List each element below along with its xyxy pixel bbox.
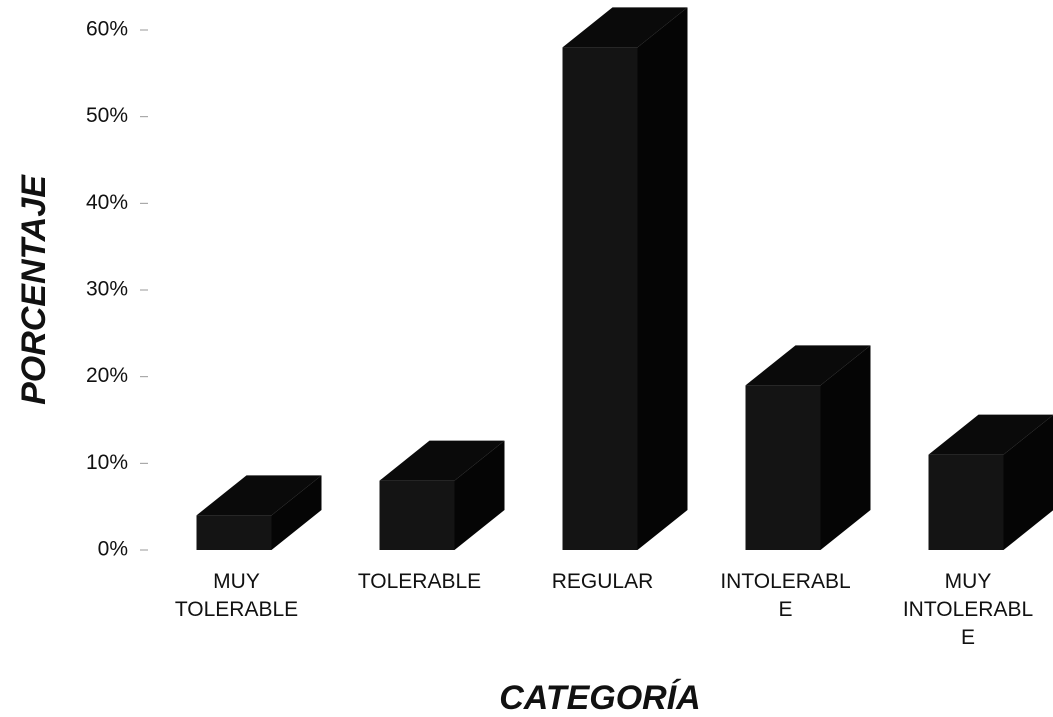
y-tick-label: 10% <box>86 451 128 474</box>
x-tick-label: REGULAR <box>551 570 654 593</box>
y-tick-label: 50% <box>86 104 128 127</box>
y-tick-label: 0% <box>98 538 128 561</box>
bar-side <box>454 440 505 550</box>
bar-front <box>379 480 455 550</box>
bar <box>562 7 688 551</box>
x-tick-label: TOLERABLE <box>357 570 482 593</box>
bar-front <box>745 385 821 550</box>
bar-top <box>379 440 505 481</box>
x-axis-label: CATEGORÍA <box>499 679 700 717</box>
bar-top <box>562 7 688 48</box>
x-tick-label: MUY TOLERABLE <box>174 570 299 621</box>
y-tick-label: 60% <box>86 18 128 41</box>
bar-side <box>637 7 688 551</box>
y-tick-label: 40% <box>86 191 128 214</box>
x-tick-label: MUY INTOLERABL E <box>902 570 1034 649</box>
bar-side <box>820 345 871 550</box>
bar <box>379 440 505 550</box>
bar-front <box>928 454 1004 550</box>
bar-top <box>745 345 871 386</box>
y-axis-label: PORCENTAJE <box>15 174 53 405</box>
bar-front <box>562 47 638 550</box>
bar <box>196 475 322 550</box>
bar-front <box>196 515 272 550</box>
bar <box>928 414 1053 550</box>
x-tick-label: INTOLERABL E <box>720 570 851 621</box>
bar-top <box>928 414 1053 455</box>
y-tick-label: 30% <box>86 278 128 301</box>
bar-side <box>271 475 322 550</box>
y-tick-label: 20% <box>86 364 128 387</box>
bar-top <box>196 475 322 516</box>
bar <box>745 345 871 550</box>
bar-side <box>1003 415 1053 550</box>
